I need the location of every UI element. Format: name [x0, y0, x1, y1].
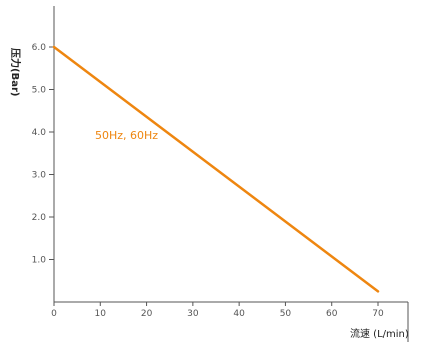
y-tick-label: 1.0 [32, 256, 47, 266]
series-label: 50Hz, 60Hz [95, 129, 158, 142]
x-axis-ticks: 0 10 20 30 40 50 60 70 [51, 302, 384, 319]
x-tick-label: 40 [233, 309, 245, 319]
series-layer: 50Hz, 60Hz [52, 45, 380, 293]
y-tick-label: 4.0 [32, 128, 47, 138]
y-axis-title: 压力(Bar) [9, 48, 22, 96]
x-tick-label: 30 [187, 309, 199, 319]
x-tick-label: 0 [51, 309, 57, 319]
x-tick-label: 50 [280, 309, 292, 319]
y-tick-label: 5.0 [32, 86, 47, 96]
x-tick-label: 60 [326, 309, 338, 319]
x-tick-label: 10 [95, 309, 107, 319]
y-axis-ticks: 1.0 2.0 3.0 4.0 5.0 6.0 [32, 43, 54, 266]
y-tick-label: 6.0 [32, 43, 47, 53]
x-axis-title: 流速 (L/min) [350, 327, 409, 340]
y-tick-label: 2.0 [32, 213, 47, 223]
x-tick-label: 20 [141, 309, 153, 319]
series-line [52, 45, 380, 293]
x-tick-label: 70 [372, 309, 384, 319]
y-tick-label: 3.0 [32, 171, 47, 181]
